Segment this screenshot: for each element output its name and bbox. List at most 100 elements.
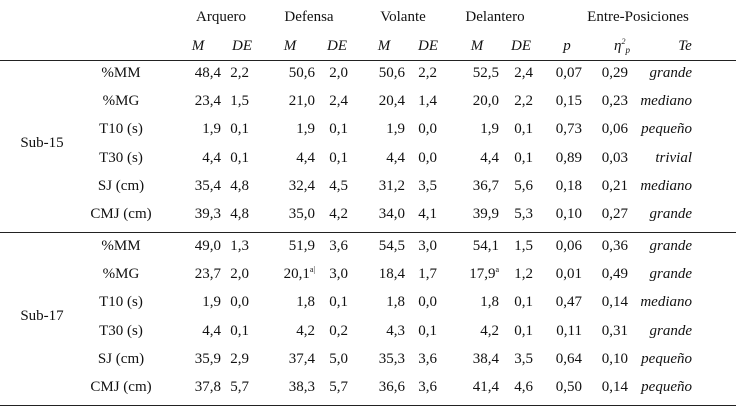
cell-arquero-m: 4,4 xyxy=(202,323,221,339)
cell-arquero-de: 0,1 xyxy=(230,323,249,339)
cell-volante-de: 3,6 xyxy=(418,379,437,395)
cell-defensa-de: 0,1 xyxy=(329,121,348,137)
table-rule-bottom xyxy=(0,405,736,406)
cell-effect-size: grande xyxy=(649,323,693,339)
cell-effect-size: pequeño xyxy=(641,121,692,137)
cell-eta-squared: 0,29 xyxy=(601,65,628,81)
cell-defensa-m: 21,0 xyxy=(288,93,315,109)
cell-delantero-m: 17,9a xyxy=(469,265,499,283)
cell-arquero-m: 37,8 xyxy=(194,379,221,395)
cell-volante-m: 1,8 xyxy=(386,294,405,310)
header-de: DE xyxy=(327,38,347,54)
cell-delantero-de: 5,6 xyxy=(514,178,533,194)
cell-eta-squared: 0,31 xyxy=(601,323,628,339)
cell-volante-de: 3,6 xyxy=(418,351,437,367)
cell-volante-de: 0,0 xyxy=(418,150,437,166)
header-de: DE xyxy=(418,38,438,54)
cell-delantero-de: 2,2 xyxy=(514,93,533,109)
cell-eta-squared: 0,14 xyxy=(601,379,628,395)
cell-defensa-de: 4,5 xyxy=(329,178,348,194)
cell-arquero-m: 39,3 xyxy=(194,206,221,222)
cell-eta-squared: 0,36 xyxy=(601,238,628,254)
cell-volante-de: 3,0 xyxy=(418,238,437,254)
cell-delantero-m: 1,8 xyxy=(480,294,499,310)
cell-delantero-m: 38,4 xyxy=(472,351,499,367)
cell-effect-size: pequeño xyxy=(641,351,692,367)
row-variable-label: T30 (s) xyxy=(99,150,143,166)
cell-volante-de: 0,0 xyxy=(418,294,437,310)
cell-volante-de: 3,5 xyxy=(418,178,437,194)
header-effect-size: Te xyxy=(678,38,692,54)
cell-defensa-de: 0,1 xyxy=(329,294,348,310)
cell-effect-size: mediano xyxy=(640,178,692,194)
row-variable-label: %MM xyxy=(101,238,141,254)
cell-p-value: 0,18 xyxy=(555,178,582,194)
group-label-sub17: Sub-17 xyxy=(20,308,64,324)
cell-p-value: 0,15 xyxy=(555,93,582,109)
cell-delantero-de: 3,5 xyxy=(514,351,533,367)
cell-volante-m: 4,4 xyxy=(386,150,405,166)
group-label-sub15: Sub-15 xyxy=(20,135,64,151)
cell-defensa-m: 4,4 xyxy=(296,150,315,166)
cell-eta-squared: 0,14 xyxy=(601,294,628,310)
cell-delantero-m: 20,0 xyxy=(472,93,499,109)
cell-volante-de: 1,7 xyxy=(418,266,437,282)
header-position-delantero: Delantero xyxy=(465,9,525,25)
cell-arquero-m: 48,4 xyxy=(194,65,221,81)
cell-arquero-m: 35,4 xyxy=(194,178,221,194)
header-m: M xyxy=(283,38,297,54)
header-p: p xyxy=(563,38,571,54)
superscript-note: a| xyxy=(309,265,315,274)
cell-defensa-de: 5,7 xyxy=(329,379,348,395)
cell-eta-squared: 0,10 xyxy=(601,351,628,367)
row-variable-label: T30 (s) xyxy=(99,323,143,339)
header-eta-squared-partial: η2p xyxy=(614,37,630,55)
row-variable-label: %MM xyxy=(101,65,141,81)
cell-volante-de: 4,1 xyxy=(418,206,437,222)
cell-defensa-m: 51,9 xyxy=(288,238,315,254)
cell-delantero-m: 39,9 xyxy=(472,206,499,222)
cell-p-value: 0,47 xyxy=(555,294,582,310)
cell-p-value: 0,06 xyxy=(555,238,582,254)
cell-delantero-de: 2,4 xyxy=(514,65,533,81)
cell-effect-size: grande xyxy=(649,266,693,282)
row-variable-label: CMJ (cm) xyxy=(90,206,152,222)
cell-arquero-m: 35,9 xyxy=(194,351,221,367)
cell-defensa-de: 2,4 xyxy=(329,93,348,109)
cell-volante-m: 31,2 xyxy=(378,178,405,194)
cell-arquero-m: 1,9 xyxy=(202,294,221,310)
cell-volante-m: 50,6 xyxy=(378,65,405,81)
row-variable-label: CMJ (cm) xyxy=(90,379,152,395)
cell-volante-m: 18,4 xyxy=(378,266,405,282)
cell-defensa-m: 38,3 xyxy=(288,379,315,395)
header-m: M xyxy=(377,38,391,54)
cell-volante-m: 4,3 xyxy=(386,323,405,339)
cell-arquero-de: 2,9 xyxy=(230,351,249,367)
cell-delantero-de: 0,1 xyxy=(514,121,533,137)
cell-defensa-m: 35,0 xyxy=(288,206,315,222)
header-position-arquero: Arquero xyxy=(196,9,246,25)
header-position-volante: Volante xyxy=(380,9,426,25)
cell-arquero-m: 1,9 xyxy=(202,121,221,137)
cell-effect-size: mediano xyxy=(640,294,692,310)
cell-eta-squared: 0,06 xyxy=(601,121,628,137)
cell-arquero-de: 4,8 xyxy=(230,206,249,222)
cell-p-value: 0,11 xyxy=(556,323,582,339)
cell-delantero-de: 0,1 xyxy=(514,323,533,339)
cell-defensa-de: 2,0 xyxy=(329,65,348,81)
cell-defensa-m: 32,4 xyxy=(288,178,315,194)
row-variable-label: %MG xyxy=(102,93,140,109)
cell-defensa-de: 0,2 xyxy=(329,323,348,339)
superscript-note: a xyxy=(495,265,499,274)
cell-arquero-m: 4,4 xyxy=(202,150,221,166)
cell-effect-size: pequeño xyxy=(641,379,692,395)
cell-volante-m: 20,4 xyxy=(378,93,405,109)
cell-arquero-m: 49,0 xyxy=(194,238,221,254)
cell-effect-size: grande xyxy=(649,238,693,254)
cell-volante-de: 0,1 xyxy=(418,323,437,339)
cell-defensa-de: 3,0 xyxy=(329,266,348,282)
cell-volante-m: 35,3 xyxy=(378,351,405,367)
cell-delantero-de: 5,3 xyxy=(514,206,533,222)
cell-delantero-m: 4,2 xyxy=(480,323,499,339)
cell-defensa-de: 4,2 xyxy=(329,206,348,222)
